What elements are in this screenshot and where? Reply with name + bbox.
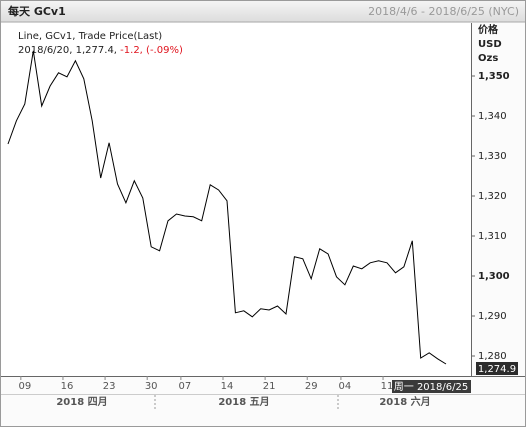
month-label: 2018 六月 bbox=[379, 395, 430, 408]
header-bar bbox=[1, 1, 525, 22]
legend-line1: Line, GCv1, Trade Price(Last) bbox=[18, 31, 162, 42]
y-tick-label: 1,310 bbox=[478, 231, 507, 242]
x-tick-label: 29 bbox=[305, 381, 318, 392]
crosshair-label: 周一 2018/6/25 bbox=[394, 381, 468, 393]
axis-unit: Ozs bbox=[478, 53, 498, 64]
x-tick-label: 11 bbox=[381, 381, 394, 392]
y-tick-label: 1,300 bbox=[478, 271, 510, 282]
x-tick-label: 16 bbox=[61, 381, 74, 392]
y-tick-label: 1,350 bbox=[478, 71, 510, 82]
y-tick-label: 1,330 bbox=[478, 151, 507, 162]
last-price-label: 1,274.9 bbox=[478, 364, 516, 375]
x-tick-label: 21 bbox=[263, 381, 276, 392]
price-line bbox=[7, 50, 447, 365]
last-price-box bbox=[476, 362, 518, 375]
month-label: 2018 五月 bbox=[218, 396, 269, 408]
x-tick-label: 14 bbox=[221, 381, 234, 392]
plot-area bbox=[1, 23, 471, 376]
x-tick-label: 07 bbox=[179, 381, 192, 392]
y-tick-label: 1,280 bbox=[478, 351, 507, 362]
y-tick-label: 1,340 bbox=[478, 111, 507, 122]
x-tick-label: 04 bbox=[339, 381, 352, 392]
legend-change: -1.2, (-.09%) bbox=[120, 45, 183, 56]
legend-info: 2018/6/20, 1,277.4, -1.2, (-.09%) bbox=[18, 45, 183, 56]
date-range: 2018/4/6 - 2018/6/25 (NYC) bbox=[368, 5, 519, 18]
month-label: 2018 四月 bbox=[56, 396, 107, 408]
axis-unit: USD bbox=[478, 39, 502, 50]
chart-title: 每天 GCv1 bbox=[8, 4, 66, 18]
legend-info-text: 2018/6/20, 1,277.4, bbox=[18, 45, 120, 56]
x-tick-label: 09 bbox=[18, 381, 31, 392]
axis-unit: 价格 bbox=[478, 23, 499, 36]
x-tick-label: 30 bbox=[145, 381, 158, 392]
crosshair-box bbox=[392, 380, 471, 393]
x-tick-label: 23 bbox=[103, 381, 116, 392]
y-tick-label: 1,290 bbox=[478, 311, 507, 322]
y-tick-label: 1,320 bbox=[478, 191, 507, 202]
